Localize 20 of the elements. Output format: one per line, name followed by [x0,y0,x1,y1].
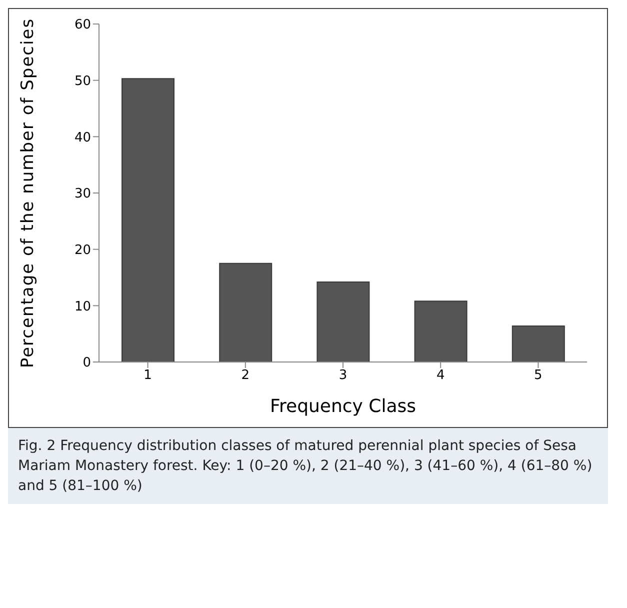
bar [512,325,565,362]
y-tick-label: 0 [82,356,91,371]
y-tick-label: 10 [74,299,91,314]
y-tick-label: 60 [74,18,91,33]
y-tick-label: 40 [74,130,91,146]
y-axis-title: Percentage of the number of Species [18,18,38,368]
x-tick-label: 5 [534,368,542,384]
y-tick-label: 20 [74,242,91,258]
y-tick-label: 50 [74,74,91,89]
x-tick-label: 3 [338,368,348,384]
x-tick-label: 4 [436,368,445,384]
bar [219,262,272,362]
x-tick-label: 1 [144,368,152,384]
x-axis-title: Frequency Class [270,396,416,417]
bar [414,300,468,362]
bar [122,78,174,362]
x-tick-label: 2 [241,368,250,384]
caption: Fig. 2 Frequency distribution classes of matured perennial plant species of Sesa Mariam Monastery forest. Key: 1 (0–20 %), 2 (21–40 %), 3 (41–60 %), 4 (61–80 %) and 5 (81–100 %) [18,437,594,496]
y-tick-label: 30 [74,186,91,202]
bar [316,282,370,362]
